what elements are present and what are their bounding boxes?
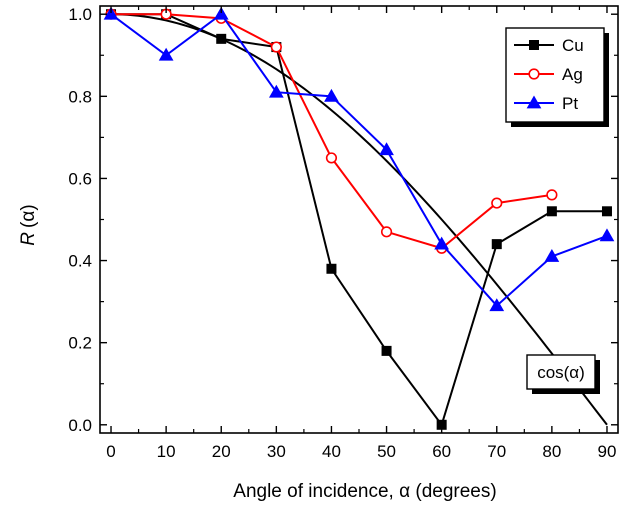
legend-swatch-marker	[528, 68, 540, 80]
x-tick-label: 20	[212, 442, 231, 461]
legend-box	[505, 27, 605, 123]
y-tick-label: 0.8	[68, 87, 92, 106]
legend-swatch-marker	[526, 95, 542, 109]
legend: Cu Ag Pt	[505, 27, 609, 127]
data-point-cu	[546, 206, 557, 217]
data-point-pt	[544, 248, 560, 262]
y-tick-label: 0.4	[68, 252, 92, 271]
legend-entry-cu: Cu	[514, 36, 584, 55]
series-pt	[103, 6, 615, 312]
data-point-pt	[213, 6, 229, 20]
cos-label-text: cos(α)	[537, 363, 585, 382]
y-tick-label: 0.0	[68, 416, 92, 435]
y-tick-label: 0.2	[68, 334, 92, 353]
y-tick-label: 0.6	[68, 169, 92, 188]
x-tick-label: 70	[487, 442, 506, 461]
y-axis-title: R (α)	[18, 204, 39, 245]
legend-entry-pt: Pt	[514, 94, 578, 113]
cos-label-frame	[526, 354, 596, 390]
series-ag	[105, 8, 558, 254]
x-tick-label: 40	[322, 442, 341, 461]
x-tick-label: 0	[106, 442, 115, 461]
data-point-pt	[489, 298, 505, 312]
data-point-ag	[546, 189, 558, 201]
x-tick-label: 10	[157, 442, 176, 461]
x-tick-label: 50	[377, 442, 396, 461]
y-tick-label: 1.0	[68, 5, 92, 24]
data-point-cu	[601, 206, 612, 217]
data-point-ag	[491, 197, 503, 209]
legend-label: Pt	[562, 94, 578, 113]
data-point-ag	[380, 226, 393, 238]
cosine-curve	[111, 13, 608, 426]
series-line-ag	[111, 13, 553, 250]
legend-label: Ag	[562, 65, 583, 84]
cos-label-box: cos(α)	[526, 354, 600, 394]
data-point-pt	[324, 88, 339, 102]
x-axis-title: Angle of incidence, α (degrees)	[233, 481, 496, 502]
data-point-pt	[434, 236, 450, 250]
series-line-pt	[110, 12, 608, 308]
data-point-cu	[491, 239, 502, 250]
data-point-cu	[216, 33, 227, 44]
y-axis-title-arg: (α)	[18, 204, 39, 228]
data-point-pt	[599, 228, 615, 242]
x-tick-label: 90	[598, 442, 617, 461]
legend-entry-ag: Ag	[514, 65, 583, 84]
legend-label: Cu	[562, 36, 584, 55]
cosine-curve-layer	[111, 13, 608, 426]
legend-swatch-marker	[529, 40, 539, 50]
x-tick-label: 30	[267, 442, 286, 461]
ticks-layer: 0 10 20 30 40 50 60 70 80 90 0.0 0.2 0.4 0.6 0.8 1.0	[68, 5, 618, 461]
data-point-ag	[270, 41, 282, 53]
data-point-ag	[325, 152, 338, 164]
y-axis-title-main: R	[18, 232, 39, 246]
series-line-cu	[111, 13, 607, 427]
x-tick-label: 60	[432, 442, 451, 461]
data-point-cu	[326, 263, 337, 274]
x-tick-label: 80	[542, 442, 561, 461]
data-point-pt	[379, 142, 394, 156]
data-point-cu	[381, 345, 392, 356]
data-point-pt	[158, 47, 174, 61]
data-point-pt	[103, 6, 119, 20]
data-point-pt	[268, 84, 284, 98]
